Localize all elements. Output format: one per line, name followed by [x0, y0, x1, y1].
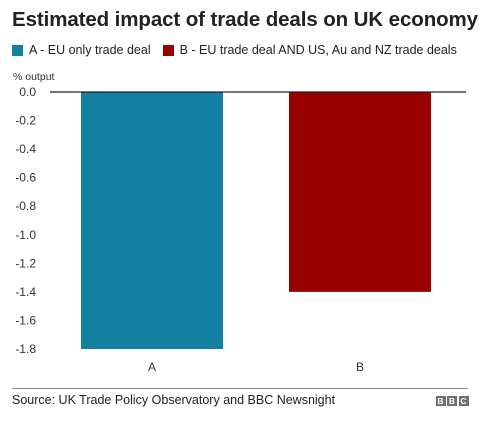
- source-note: Source: UK Trade Policy Observatory and …: [12, 393, 336, 407]
- footer-divider: [12, 388, 468, 389]
- chart-title: Estimated impact of trade deals on UK ec…: [12, 8, 478, 31]
- legend: A - EU only trade deal B - EU trade deal…: [12, 42, 469, 58]
- bbc-logo-letter-1: B: [435, 395, 446, 406]
- y-tick-label: -1.0: [15, 228, 36, 242]
- y-tick-label: 0.0: [19, 85, 36, 99]
- legend-swatch-b: [162, 44, 174, 56]
- legend-swatch-a: [12, 44, 23, 56]
- y-tick-label: -1.2: [15, 256, 36, 270]
- bbc-logo-letter-2: B: [447, 395, 457, 406]
- x-tick-label: A: [148, 360, 156, 374]
- legend-item-a: A - EU only trade deal: [12, 43, 151, 57]
- legend-item-b: B - EU trade deal AND US, Au and NZ trad…: [162, 43, 457, 57]
- y-tick-label: -1.4: [15, 285, 36, 299]
- y-tick-label: -0.8: [15, 199, 36, 213]
- y-tick-label: -1.6: [15, 313, 36, 327]
- y-tick-label: -0.2: [15, 114, 36, 128]
- legend-label-b: B - EU trade deal AND US, Au and NZ trad…: [179, 43, 457, 57]
- y-tick-label: -0.4: [15, 142, 36, 156]
- x-tick-label: B: [356, 360, 364, 374]
- bar-b: [289, 92, 431, 292]
- bbc-logo: B B C: [434, 396, 469, 406]
- y-axis-label: % output: [13, 71, 55, 83]
- legend-label-a: A - EU only trade deal: [29, 43, 151, 57]
- bbc-logo-letter-3: C: [458, 395, 469, 406]
- y-tick-label: -1.8: [15, 342, 36, 356]
- bar-a: [81, 92, 223, 349]
- y-tick-label: -0.6: [15, 171, 36, 185]
